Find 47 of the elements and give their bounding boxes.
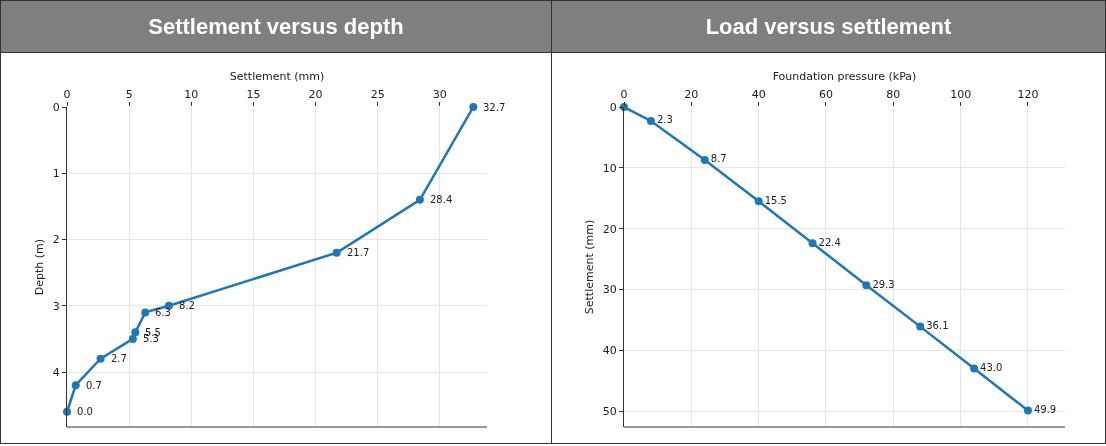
chart-title: Load versus settlement <box>552 1 1105 53</box>
x-tick-label: 10 <box>184 87 199 101</box>
y-tick-label: 3 <box>52 299 60 313</box>
chart-title: Settlement versus depth <box>1 1 551 53</box>
data-label: 22.4 <box>818 236 841 248</box>
annotation: 6.3 <box>155 307 171 318</box>
x-tick-label: 0 <box>620 87 628 101</box>
x-tick-label: 15 <box>246 87 261 101</box>
annotation: 21.7 <box>347 247 370 258</box>
annotation: 0.0 <box>77 406 93 417</box>
y-tick-label: 40 <box>602 344 617 358</box>
x-tick-label: 60 <box>818 87 833 101</box>
y-tick-label: 0 <box>52 100 60 114</box>
x-tick-label: 120 <box>1017 87 1039 101</box>
annotation: 28.4 <box>430 194 453 205</box>
data-label: 36.1 <box>926 320 949 332</box>
annotation: 2.7 <box>111 353 127 364</box>
annotation: 8.2 <box>179 300 195 311</box>
y-axis-title: Depth (m) <box>33 238 47 296</box>
x-tick-label: 20 <box>684 87 699 101</box>
x-tick-label: 20 <box>308 87 323 101</box>
y-tick-label: 0 <box>609 100 617 114</box>
x-tick-label: 80 <box>886 87 901 101</box>
data-label: 43.0 <box>980 362 1003 374</box>
x-tick-label: 40 <box>751 87 766 101</box>
y-tick-label: 10 <box>602 161 617 175</box>
data-label: 8.7 <box>710 153 727 165</box>
data-label: 15.5 <box>764 194 787 206</box>
annotation: 32.7 <box>483 102 506 113</box>
y-tick-label: 4 <box>52 365 60 379</box>
x-tick-label: 25 <box>370 87 385 101</box>
x-tick-label: 30 <box>432 87 447 101</box>
x-tick-label: 5 <box>125 87 133 101</box>
y-tick-label: 30 <box>602 283 617 297</box>
y-tick-label: 50 <box>602 405 617 419</box>
y-tick-label: 20 <box>602 222 617 236</box>
data-label: 29.3 <box>872 278 895 290</box>
y-tick-label: 1 <box>52 167 60 181</box>
x-tick-label: 100 <box>950 87 972 101</box>
x-axis-title: Foundation pressure (kPa) <box>772 70 917 84</box>
x-axis-title: Settlement (mm) <box>229 70 325 84</box>
y-axis-title: Settlement (mm) <box>583 219 597 315</box>
y-tick-label: 2 <box>52 233 60 247</box>
annotation: 0.7 <box>86 380 102 391</box>
x-tick-label: 0 <box>63 87 71 101</box>
data-label: 49.9 <box>1033 404 1057 416</box>
data-label: 2.3 <box>656 114 673 126</box>
